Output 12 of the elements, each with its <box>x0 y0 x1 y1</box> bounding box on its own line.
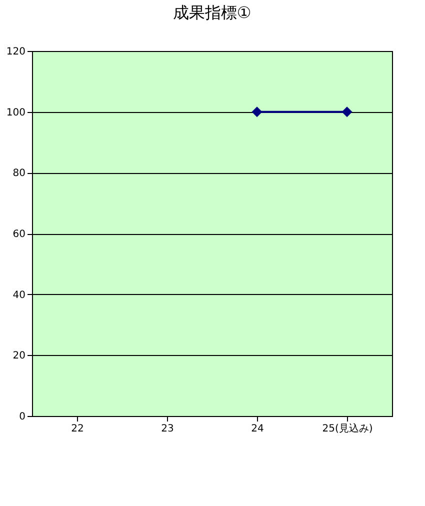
y-tick-label: 60 <box>12 229 26 240</box>
y-tick-label: 0 <box>19 412 26 422</box>
x-tick-label: 25(見込み) <box>322 422 373 434</box>
x-tick-label: 23 <box>161 424 174 434</box>
y-tick-label: 100 <box>6 107 26 118</box>
x-tick-label: 22 <box>71 424 84 434</box>
y-tick-label: 20 <box>12 350 26 362</box>
y-tick-label: 80 <box>12 168 26 180</box>
chart-title: 成果指標① <box>172 3 252 22</box>
y-tick-label: 40 <box>12 290 26 301</box>
x-tick-label: 24 <box>251 424 264 434</box>
y-tick-label: 120 <box>6 46 26 58</box>
